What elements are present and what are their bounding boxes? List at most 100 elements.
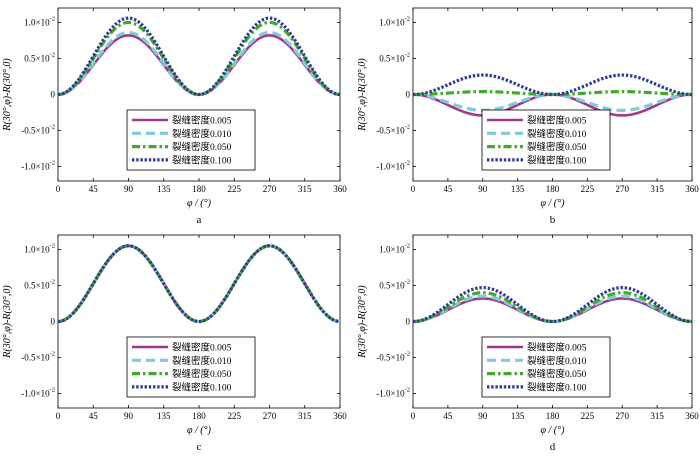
- panel-label: c: [197, 441, 202, 453]
- x-tick-label: 0: [56, 411, 61, 421]
- x-tick-label: 270: [263, 411, 277, 421]
- y-tick-label: 0.5×10-2: [379, 279, 410, 291]
- series-line-3: [413, 291, 692, 324]
- legend-label-2: 裂缝密度0.010: [172, 355, 232, 367]
- x-tick-label: 360: [333, 184, 347, 194]
- y-axis-label: R(30°,φ)-R(30°,0): [357, 58, 368, 132]
- x-axis-label: φ / (°): [541, 198, 566, 209]
- y-tick-label: 0: [406, 90, 411, 100]
- x-tick-label: 360: [685, 411, 699, 421]
- panel-label: a: [197, 214, 202, 226]
- panel-d: 0 45 90 135 180 225 270 315 360 1.0×10-2 0.5×10-2 0…: [357, 234, 699, 453]
- legend-label-4: 裂缝密度0.100: [527, 381, 587, 393]
- panel-c: 0 45 90 135 180 225 270 315 360 1.0×10-2 0.5×10-2 0…: [2, 234, 347, 453]
- legend-label-3: 裂缝密度0.050: [172, 141, 232, 153]
- x-axis-label: φ / (°): [187, 425, 212, 436]
- x-tick-label: 90: [478, 411, 488, 421]
- legend-label-2: 裂缝密度0.010: [527, 355, 587, 367]
- y-tick-label: -1.0×10-2: [376, 160, 410, 172]
- series-line-1: [58, 244, 340, 323]
- y-tick-label: 0: [406, 317, 411, 327]
- y-axis-label: R(30°,φ)-R(30°,0): [2, 285, 13, 359]
- series-line-4: [58, 244, 340, 324]
- legend-label-3: 裂缝密度0.050: [172, 368, 232, 380]
- legend-label-4: 裂缝密度0.100: [527, 154, 587, 166]
- series-line-4: [58, 16, 340, 97]
- y-tick-label: -1.0×10-2: [376, 387, 410, 399]
- y-tick-label: -0.5×10-2: [376, 351, 410, 363]
- x-tick-label: 45: [89, 184, 99, 194]
- series-line-3: [58, 20, 340, 97]
- x-tick-label: 90: [478, 184, 488, 194]
- y-tick-label: 0.5×10-2: [379, 52, 410, 64]
- y-axis-label: R(30°,φ)-R(30°,0): [357, 285, 368, 359]
- y-tick-label: 1.0×10-2: [379, 243, 410, 255]
- x-tick-label: 135: [511, 411, 525, 421]
- x-tick-label: 90: [124, 411, 134, 421]
- x-tick-label: 135: [157, 184, 171, 194]
- x-tick-label: 180: [546, 184, 560, 194]
- legend-label-1: 裂缝密度0.005: [172, 342, 232, 354]
- x-tick-label: 315: [650, 411, 664, 421]
- legend-label-1: 裂缝密度0.005: [527, 342, 587, 354]
- x-axis-label: φ / (°): [541, 425, 566, 436]
- x-tick-label: 180: [192, 411, 206, 421]
- y-tick-label: -1.0×10-2: [21, 387, 55, 399]
- series-line-2: [413, 294, 692, 324]
- x-tick-label: 315: [650, 184, 664, 194]
- x-tick-label: 360: [333, 411, 347, 421]
- x-tick-label: 180: [546, 411, 560, 421]
- x-tick-label: 225: [581, 411, 595, 421]
- series-line-2: [58, 30, 340, 97]
- y-tick-label: 0: [51, 317, 56, 327]
- x-tick-label: 270: [616, 411, 630, 421]
- y-axis-label: R(30°,φ)-R(30°,0): [2, 58, 13, 132]
- y-tick-label: -0.5×10-2: [376, 124, 410, 136]
- x-tick-label: 270: [263, 184, 277, 194]
- series-line-3: [58, 244, 340, 324]
- legend-label-2: 裂缝密度0.010: [172, 128, 232, 140]
- x-axis-label: φ / (°): [187, 198, 212, 209]
- y-tick-label: 1.0×10-2: [24, 243, 55, 255]
- legend-label-4: 裂缝密度0.100: [172, 381, 232, 393]
- y-tick-label: 1.0×10-2: [379, 16, 410, 28]
- y-tick-label: 0.5×10-2: [24, 279, 55, 291]
- x-tick-label: 270: [616, 184, 630, 194]
- panel-a: 0 45 90 135 180 225 270 315 360 1.0×10-2 0.5×10-2 0…: [2, 7, 347, 226]
- y-tick-label: -0.5×10-2: [21, 351, 55, 363]
- series-line-3: [413, 90, 692, 97]
- legend-label-1: 裂缝密度0.005: [172, 115, 232, 127]
- legend-label-3: 裂缝密度0.050: [527, 368, 587, 380]
- x-tick-label: 0: [56, 184, 61, 194]
- x-tick-label: 315: [298, 184, 312, 194]
- x-tick-label: 225: [228, 411, 242, 421]
- x-tick-label: 90: [124, 184, 134, 194]
- x-tick-label: 315: [298, 411, 312, 421]
- x-tick-label: 360: [685, 184, 699, 194]
- x-tick-label: 0: [411, 184, 416, 194]
- y-tick-label: 0.5×10-2: [24, 52, 55, 64]
- x-tick-label: 45: [443, 411, 453, 421]
- y-tick-label: -1.0×10-2: [21, 160, 55, 172]
- x-tick-label: 45: [443, 184, 453, 194]
- x-tick-label: 0: [411, 411, 416, 421]
- y-tick-label: -0.5×10-2: [21, 124, 55, 136]
- x-tick-label: 225: [228, 184, 242, 194]
- series-line-4: [413, 286, 692, 324]
- legend-label-3: 裂缝密度0.050: [527, 141, 587, 153]
- x-tick-label: 45: [89, 411, 99, 421]
- y-tick-label: 1.0×10-2: [24, 16, 55, 28]
- panel-label: d: [550, 441, 556, 453]
- legend-label-1: 裂缝密度0.005: [527, 115, 587, 127]
- legend-label-4: 裂缝密度0.100: [172, 154, 232, 166]
- x-tick-label: 225: [581, 184, 595, 194]
- panel-label: b: [550, 214, 556, 226]
- x-tick-label: 180: [192, 184, 206, 194]
- series-line-2: [58, 244, 340, 324]
- panel-b: 0 45 90 135 180 225 270 315 360 1.0×10-2 0.5×10-2 0…: [357, 7, 699, 226]
- x-tick-label: 135: [511, 184, 525, 194]
